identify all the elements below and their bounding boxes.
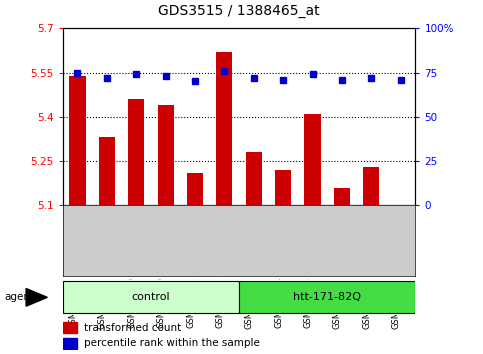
Bar — [304, 114, 321, 205]
Bar — [63, 338, 77, 349]
Bar — [128, 99, 144, 205]
Bar — [157, 105, 174, 205]
Text: control: control — [132, 292, 170, 302]
Bar — [63, 322, 77, 333]
Text: htt-171-82Q: htt-171-82Q — [293, 292, 361, 302]
Bar — [70, 75, 85, 205]
Bar — [246, 152, 262, 205]
Polygon shape — [26, 289, 47, 306]
Text: transformed count: transformed count — [84, 322, 181, 332]
Bar — [187, 173, 203, 205]
Bar — [216, 52, 232, 205]
Bar — [63, 281, 239, 313]
Bar — [334, 188, 350, 205]
Bar — [363, 167, 379, 205]
Text: agent: agent — [5, 292, 35, 302]
Bar — [239, 281, 415, 313]
Text: percentile rank within the sample: percentile rank within the sample — [84, 338, 260, 348]
Bar — [99, 137, 115, 205]
Bar — [275, 170, 291, 205]
Text: GDS3515 / 1388465_at: GDS3515 / 1388465_at — [158, 4, 320, 18]
